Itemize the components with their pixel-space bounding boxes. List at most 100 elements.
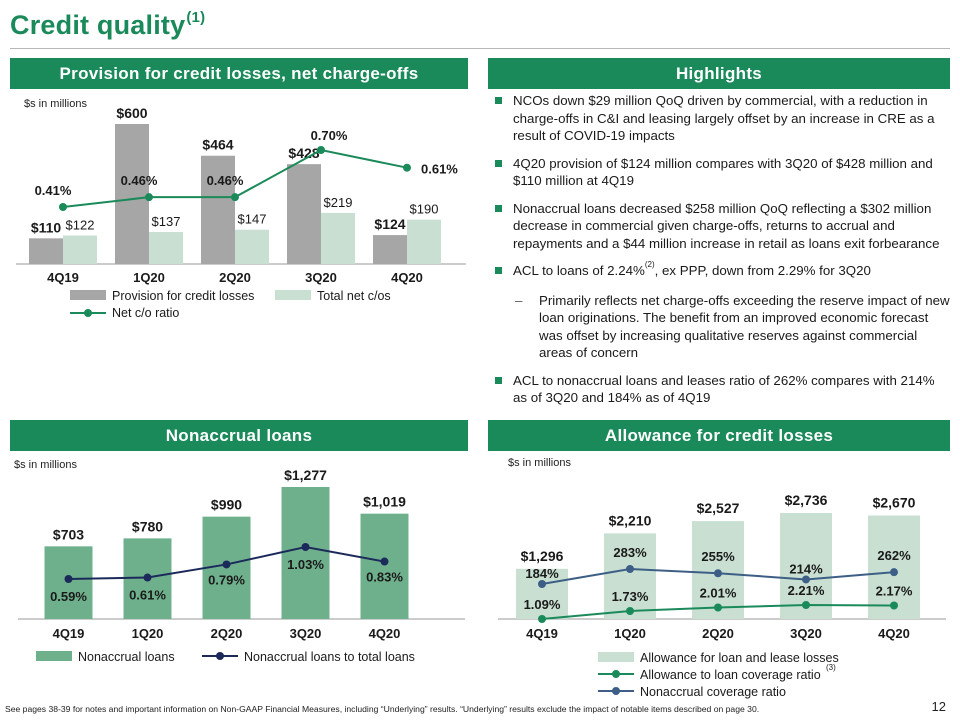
provision-data-label: $124 (374, 216, 405, 232)
allowance-to-loan-label: 2.17% (876, 584, 913, 599)
net-co-ratio-label: 0.61% (421, 162, 458, 177)
title-divider (10, 48, 950, 49)
provision-data-label: $600 (116, 105, 147, 121)
page-title: Credit quality(1) (10, 9, 206, 40)
allowance-to-loan-point (626, 607, 634, 615)
highlight-item: ACL to nonaccrual loans and leases ratio… (495, 372, 950, 407)
highlight-item: ACL to loans of 2.24%(2), ex PPP, down f… (495, 260, 950, 282)
page-number: 12 (931, 699, 946, 714)
x-tick-label: 1Q20 (614, 626, 646, 641)
allowance-to-loan-label: 1.09% (524, 597, 561, 612)
x-tick-label: 3Q20 (305, 270, 337, 285)
provision-bar (373, 235, 407, 264)
nonaccrual-data-label: $703 (53, 526, 84, 542)
nonaccrual-coverage-point (714, 569, 722, 578)
legend-allowance-swatch (598, 652, 634, 662)
x-tick-label: 1Q20 (133, 270, 165, 285)
net-co-ratio-point (145, 193, 153, 202)
x-tick-label: 4Q19 (47, 270, 79, 285)
allowance-to-loan-point (802, 601, 810, 609)
nonaccrual-coverage-label: 214% (789, 561, 823, 576)
nonaccrual-coverage-label: 283% (613, 545, 647, 560)
provision-data-label: $110 (31, 219, 62, 235)
net-co-ratio-label: 0.46% (207, 173, 244, 188)
legend-ratio-label: Net c/o ratio (112, 306, 179, 320)
provision-data-label: $428 (288, 145, 319, 161)
nonaccrual-coverage-label: 255% (701, 549, 735, 564)
allowance-data-label: $2,210 (609, 512, 652, 528)
provision-panel-heading: Provision for credit losses, net charge-… (10, 58, 468, 89)
nonaccrual-ratio-point (222, 560, 231, 569)
net-co-bar (149, 232, 183, 264)
nonaccrual-coverage-point (626, 565, 634, 573)
title-footnote-ref: (1) (186, 9, 206, 26)
x-tick-label: 4Q19 (526, 626, 558, 641)
nonaccrual-bar (360, 513, 409, 619)
allowance-to-loan-point (714, 603, 722, 612)
x-tick-label: 4Q20 (369, 626, 401, 641)
nonaccrual-ratio-label: 0.61% (129, 588, 166, 603)
allowance-to-loan-point (890, 601, 898, 610)
bullet-square-icon (495, 159, 502, 167)
allowance-to-loan-label: 2.21% (788, 583, 825, 598)
allowance-panel-heading: Allowance for credit losses (488, 420, 950, 451)
net-co-data-label: $147 (238, 212, 267, 227)
nonaccrual-ratio-label: 0.79% (208, 572, 245, 587)
nonaccrual-ratio-label: 1.03% (287, 557, 324, 572)
legend-allowance-label: Allowance for loan and lease losses (640, 651, 839, 665)
legend-acl-label: Allowance to loan coverage ratio (640, 668, 821, 682)
net-co-data-label: $137 (152, 214, 181, 229)
highlights-panel-heading: Highlights (488, 58, 950, 89)
provision-unit-label: $s in millions (24, 98, 87, 110)
provision-data-label: $464 (202, 137, 233, 153)
x-tick-label: 2Q20 (702, 626, 734, 641)
allowance-data-label: $2,736 (785, 492, 828, 508)
legend-ratio-marker (216, 652, 224, 660)
provision-chart: $110 $122 4Q19 $600 $137 1Q20 $464 $147 2Q20 $428… (16, 105, 466, 320)
nonaccrual-unit-label: $s in millions (14, 459, 77, 471)
provision-bar (29, 238, 63, 264)
legend-ratio-marker (84, 309, 92, 317)
legend-nonaccrual-swatch (36, 651, 72, 661)
nonaccrual-data-label: $1,019 (363, 494, 406, 510)
provision-bar (115, 124, 149, 264)
highlight-subitem: – Primarily reflects net charge-offs exce… (515, 292, 950, 361)
nonaccrual-data-label: $1,277 (284, 467, 327, 483)
highlight-item: Nonaccrual loans decreased $258 million … (495, 200, 950, 253)
legend-coverage-label: Nonaccrual coverage ratio (640, 685, 786, 699)
allowance-unit-label: $s in millions (508, 457, 571, 469)
nonaccrual-bar (281, 487, 330, 619)
net-co-bar (407, 219, 441, 264)
net-co-ratio-point (317, 146, 325, 154)
net-co-bar (321, 212, 355, 264)
allowance-data-label: $2,527 (697, 500, 740, 516)
nonaccrual-coverage-label: 262% (877, 548, 911, 563)
x-tick-label: 4Q19 (53, 626, 85, 641)
allowance-bar (516, 568, 568, 619)
nonaccrual-coverage-label: 184% (525, 566, 559, 581)
legend-nonaccrual-label: Nonaccrual loans (78, 650, 175, 664)
net-co-ratio-point (59, 203, 67, 211)
allowance-to-loan-label: 1.73% (612, 589, 649, 604)
net-co-bar (63, 235, 97, 264)
nonaccrual-ratio-point (301, 543, 310, 551)
provision-bar (287, 164, 321, 264)
highlights-list: NCOs down $29 million QoQ driven by comm… (495, 92, 950, 417)
x-tick-label: 3Q20 (790, 626, 822, 641)
legend-coverage-marker (612, 687, 620, 695)
bullet-square-icon (495, 376, 502, 384)
x-tick-label: 2Q20 (211, 626, 243, 641)
net-co-data-label: $219 (324, 195, 353, 210)
legend-net-co-label: Total net c/os (317, 289, 391, 303)
nonaccrual-data-label: $780 (132, 518, 163, 534)
allowance-to-loan-label: 2.01% (700, 586, 737, 601)
nonaccrual-panel-heading: Nonaccrual loans (10, 420, 468, 451)
nonaccrual-ratio-point (143, 573, 152, 582)
allowance-data-label: $2,670 (873, 495, 916, 511)
legend-acl-footnote-ref: (3) (826, 663, 836, 672)
allowance-bar (604, 533, 656, 619)
nonaccrual-coverage-point (538, 580, 546, 588)
net-co-data-label: $122 (66, 218, 95, 233)
nonaccrual-ratio-point (64, 575, 73, 583)
legend-net-co-swatch (275, 290, 311, 300)
